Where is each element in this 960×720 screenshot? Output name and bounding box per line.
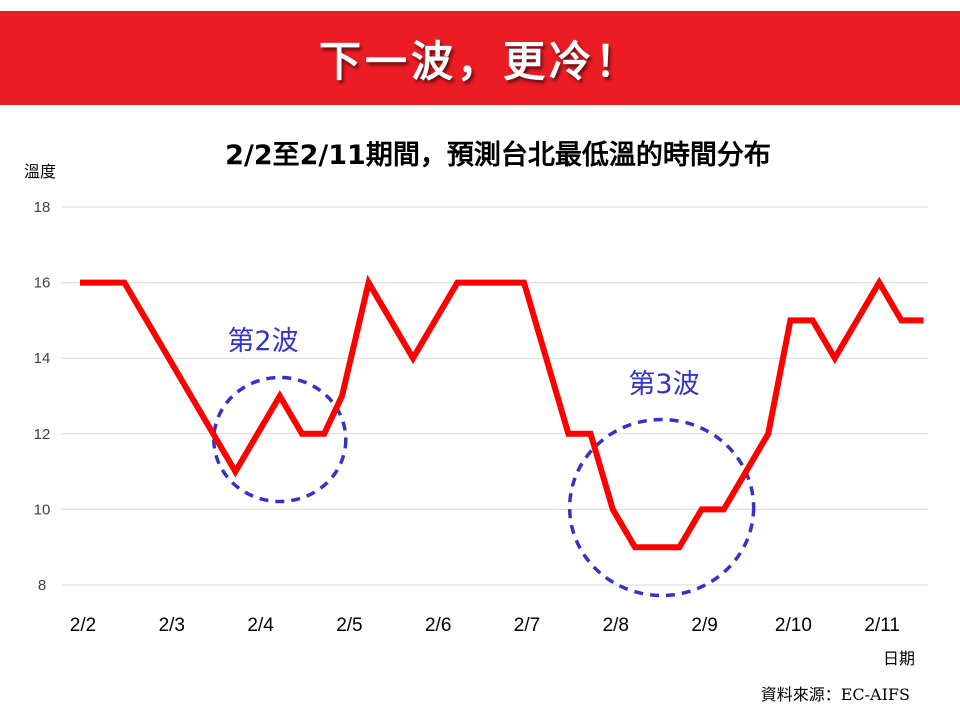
- title-banner: 下一波，更冷！: [0, 11, 960, 105]
- temperature-series-line: [80, 274, 924, 551]
- wave-label: 第2波: [227, 326, 298, 357]
- y-tick-label: 10: [34, 501, 51, 518]
- source-note: 資料來源：EC-AIFS: [761, 685, 910, 704]
- x-tick-label: 2/2: [70, 615, 96, 636]
- x-tick-label: 2/9: [691, 615, 717, 636]
- x-tick-label: 2/8: [603, 615, 629, 636]
- x-tick-label: 2/11: [864, 615, 900, 636]
- x-tick-label: 2/4: [247, 615, 274, 636]
- y-tick-label: 14: [34, 350, 51, 367]
- wave-highlights: [212, 375, 756, 598]
- y-axis-label: 溫度: [24, 162, 56, 181]
- wave-highlight-ellipse: [567, 417, 756, 598]
- x-tick-label: 2/6: [425, 615, 451, 636]
- x-tick-label: 2/5: [336, 615, 362, 636]
- y-tick-label: 18: [34, 199, 51, 216]
- y-tick-label: 8: [38, 577, 46, 594]
- y-tick-label: 12: [34, 426, 51, 443]
- x-axis-label: 日期: [883, 649, 915, 668]
- series-layer: [80, 274, 924, 551]
- x-tick-labels: 2/2 2/3 2/4 2/5 2/6 2/7 2/8 2/9 2/10 2/11: [70, 615, 900, 636]
- y-tick-labels: 8 10 12 14 16 18: [34, 199, 51, 594]
- wave-label: 第3波: [628, 369, 699, 400]
- x-tick-label: 2/3: [159, 615, 185, 636]
- x-tick-label: 2/7: [514, 615, 540, 636]
- y-tick-label: 16: [34, 275, 51, 292]
- banner-title: 下一波，更冷！: [318, 36, 641, 86]
- x-tick-label: 2/10: [775, 615, 812, 636]
- chart-title: 2/2至2/11期間，預測台北最低溫的時間分布: [225, 139, 771, 171]
